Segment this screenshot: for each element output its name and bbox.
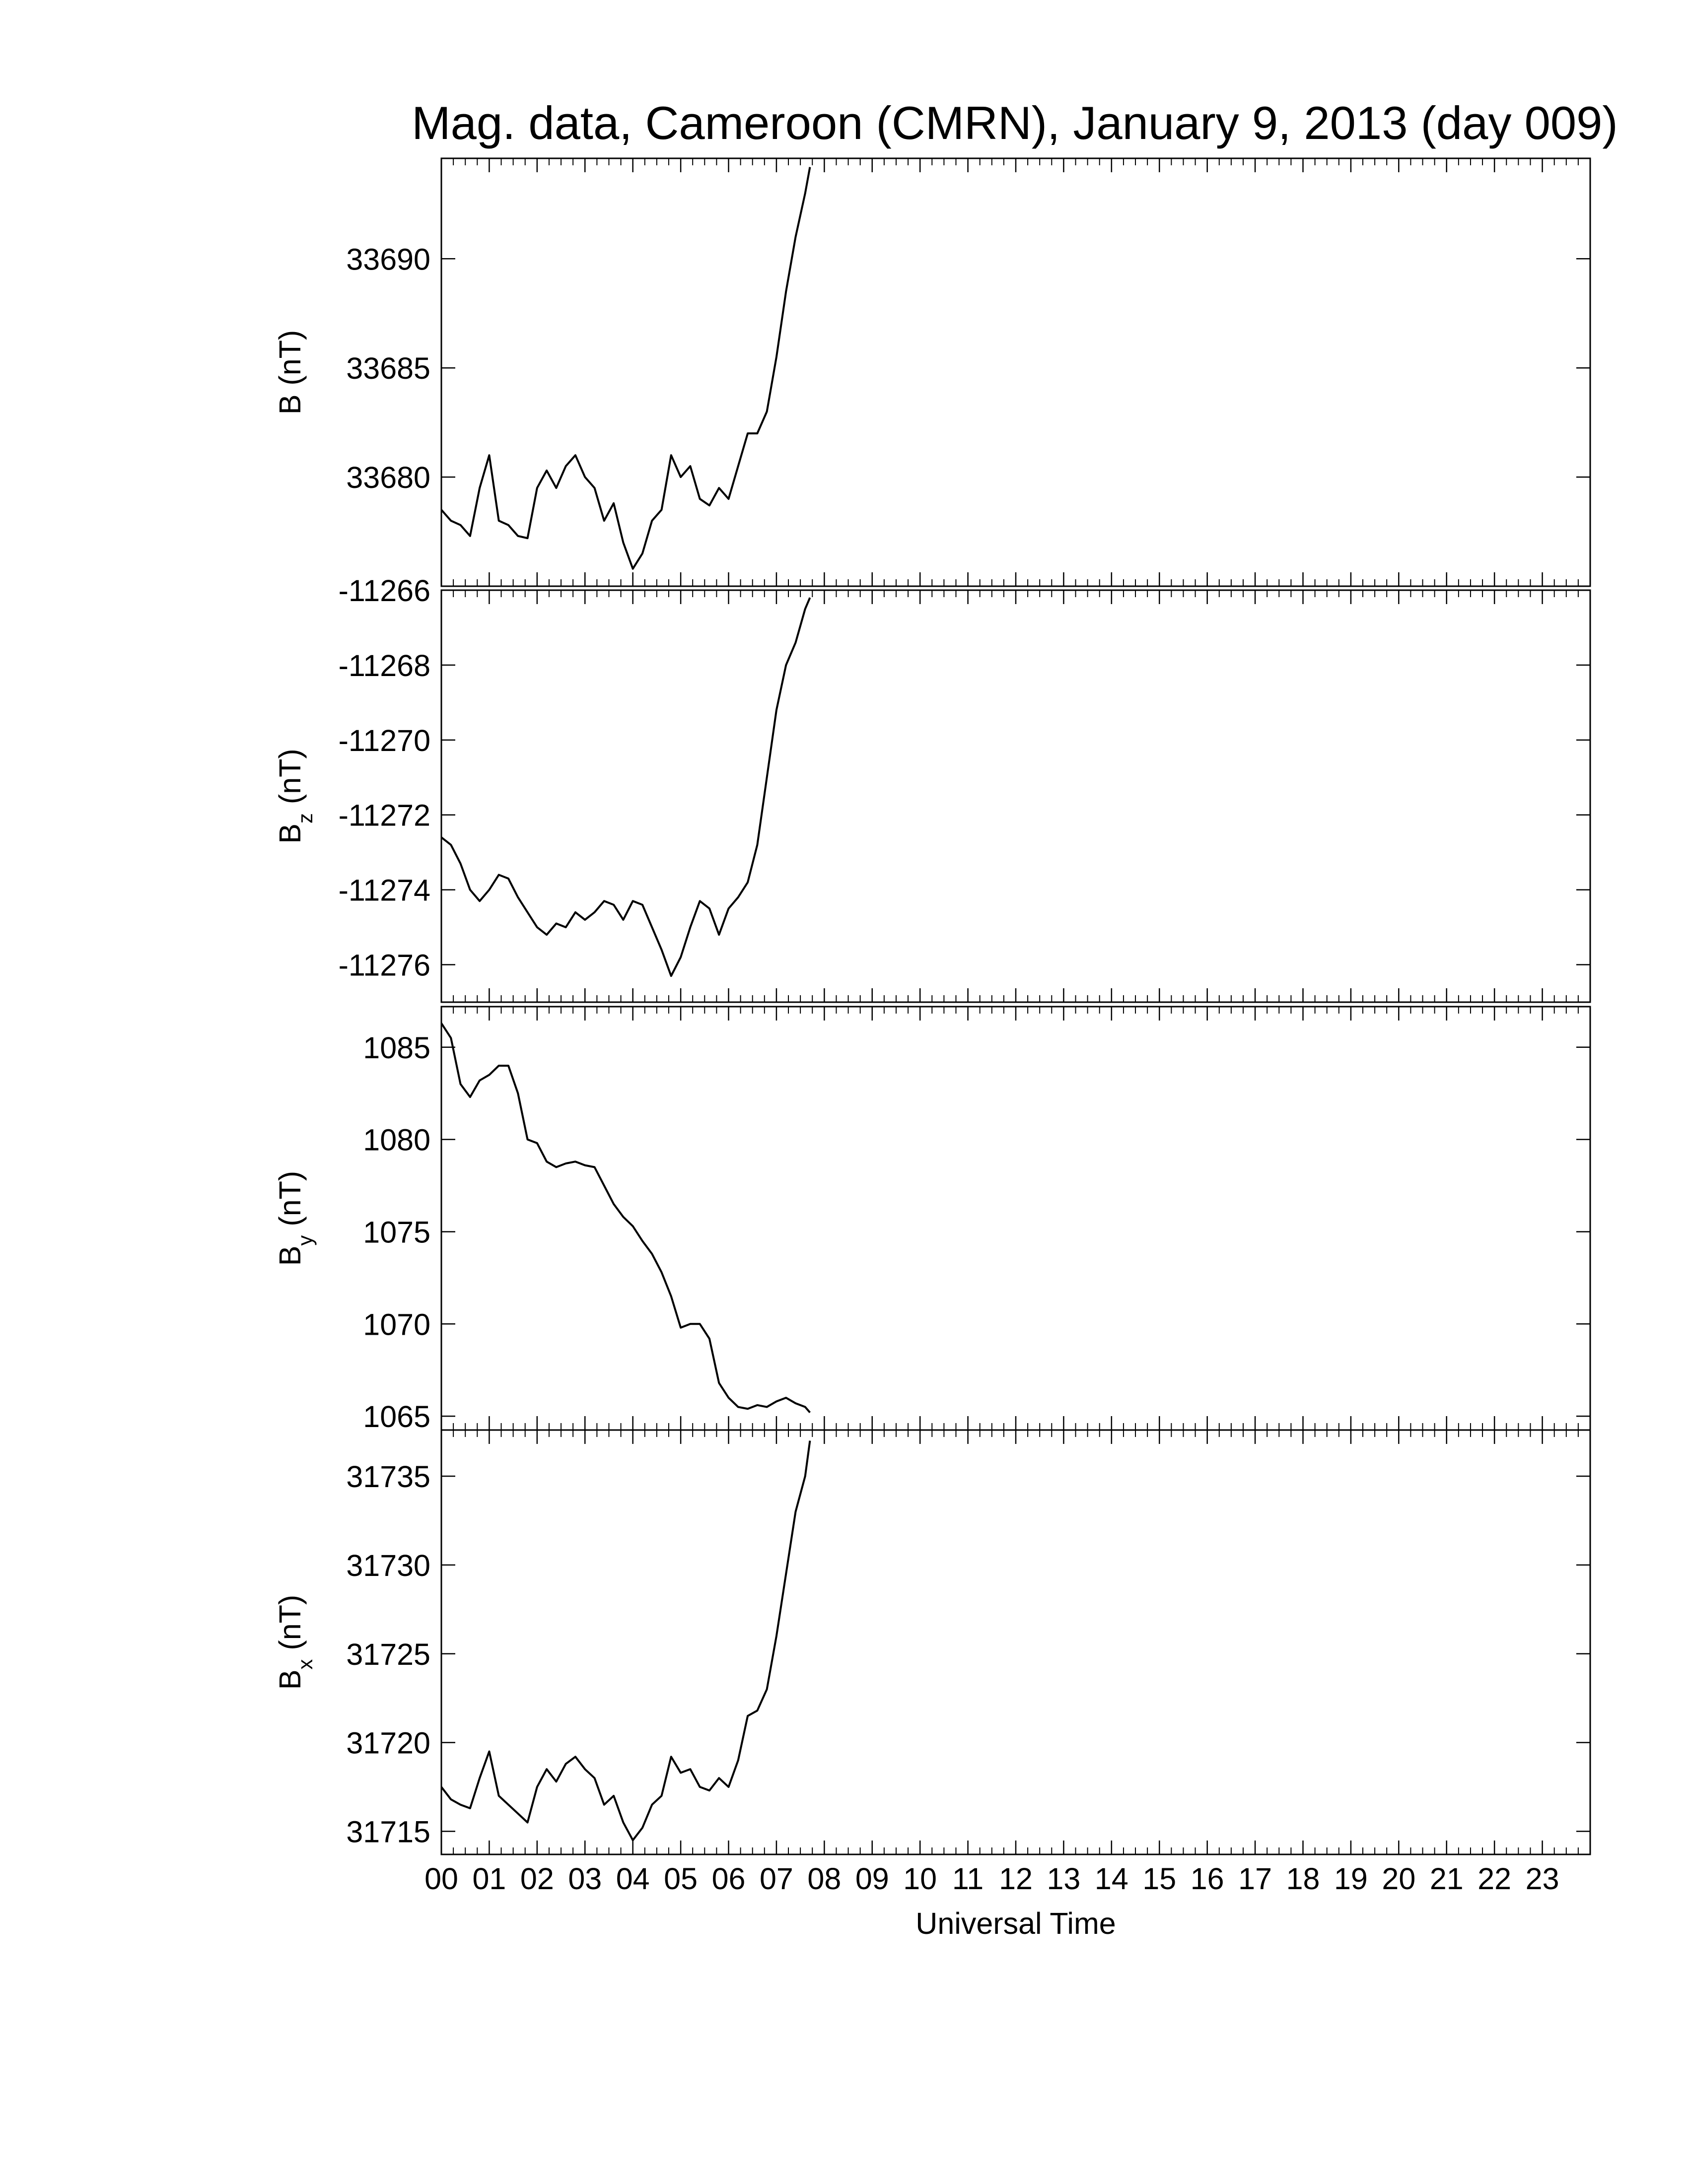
y-tick-label: 31735: [346, 1460, 430, 1494]
y-tick-label: 31730: [346, 1549, 430, 1582]
y-tick-label: 31725: [346, 1638, 430, 1671]
y-tick-label: 33690: [346, 242, 430, 276]
y-axis-label: B (nT): [273, 330, 307, 415]
y-axis-label-unit: (nT): [273, 330, 307, 386]
y-tick-label: -11270: [339, 724, 430, 757]
x-tick-label: 03: [568, 1862, 602, 1896]
x-tick-label: 02: [520, 1862, 554, 1896]
data-line: [440, 1023, 811, 1413]
x-tick-label: 07: [760, 1862, 793, 1896]
x-tick-label: 09: [855, 1862, 889, 1896]
x-tick-label: 15: [1142, 1862, 1176, 1896]
x-tick-label: 21: [1430, 1862, 1464, 1896]
y-tick-label: -11274: [339, 874, 430, 907]
y-tick-label: 31720: [346, 1726, 430, 1760]
y-axis-label-main: B: [273, 1670, 307, 1690]
x-tick-label: 14: [1095, 1862, 1128, 1896]
x-tick-label: 18: [1286, 1862, 1320, 1896]
x-tick-label: 01: [472, 1862, 506, 1896]
y-tick-label: 33685: [346, 351, 430, 385]
y-axis-label-main: B: [273, 395, 307, 415]
data-line: [440, 167, 811, 570]
x-tick-label: 05: [664, 1862, 698, 1896]
x-tick-label: 13: [1047, 1862, 1080, 1896]
y-tick-label: 1070: [363, 1307, 430, 1341]
y-axis-label: Bx (nT): [273, 1595, 317, 1690]
y-axis-label: Bz (nT): [273, 749, 317, 844]
y-axis-label-unit: (nT): [273, 1171, 307, 1227]
y-axis-label-main: B: [273, 1246, 307, 1266]
x-tick-label: 00: [424, 1862, 458, 1896]
y-axis-label-unit: (nT): [273, 1595, 307, 1650]
y-axis-label: By (nT): [273, 1171, 317, 1266]
y-axis-label-main: B: [273, 823, 307, 844]
x-tick-label: 19: [1334, 1862, 1368, 1896]
y-axis-label-sub: y: [293, 1235, 317, 1246]
x-tick-label: 04: [616, 1862, 650, 1896]
x-tick-label: 11: [952, 1862, 984, 1896]
x-tick-label: 23: [1526, 1862, 1559, 1896]
y-axis-label-unit: (nT): [273, 749, 307, 804]
y-axis-label-sub: x: [293, 1659, 317, 1670]
chart-title: Mag. data, Cameroon (CMRN), January 9, 2…: [412, 97, 1618, 149]
x-tick-label: 12: [999, 1862, 1033, 1896]
y-tick-label: -11266: [339, 574, 430, 608]
x-tick-label: 06: [712, 1862, 746, 1896]
y-tick-label: 31715: [346, 1815, 430, 1848]
y-tick-label: 1075: [363, 1215, 430, 1249]
x-tick-label: 08: [807, 1862, 841, 1896]
y-tick-label: 1065: [363, 1400, 430, 1433]
y-tick-label: 1080: [363, 1123, 430, 1157]
data-line: [440, 1440, 811, 1842]
y-tick-label: -11268: [339, 649, 430, 682]
x-axis-label: Universal Time: [915, 1907, 1116, 1940]
x-tick-label: 10: [903, 1862, 937, 1896]
y-tick-label: -11272: [339, 799, 430, 832]
y-tick-label: 1085: [363, 1031, 430, 1065]
y-tick-label: 33680: [346, 461, 430, 494]
data-line: [440, 597, 811, 977]
y-tick-label: -11276: [339, 949, 430, 982]
x-tick-label: 16: [1191, 1862, 1224, 1896]
x-tick-label: 20: [1382, 1862, 1415, 1896]
x-tick-label: 17: [1238, 1862, 1272, 1896]
x-tick-label: 22: [1477, 1862, 1511, 1896]
y-axis-label-sub: z: [293, 813, 317, 823]
